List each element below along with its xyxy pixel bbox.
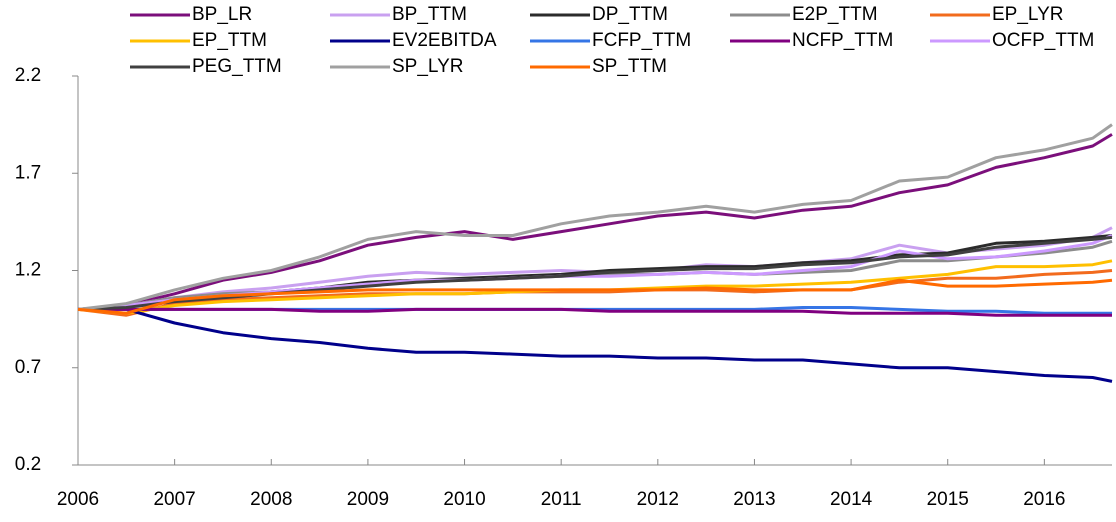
x-tick-label: 2006: [57, 489, 99, 510]
series-line: [77, 123, 1113, 311]
y-tick-label: 1.2: [15, 260, 41, 281]
legend-label: FCFP_TTM: [592, 30, 691, 51]
legend-label: PEG_TTM: [192, 56, 282, 77]
legend-label: NCFP_TTM: [792, 30, 893, 51]
legend-label: SP_TTM: [592, 56, 667, 77]
series-line: [77, 133, 1113, 311]
x-tick-label: 2008: [250, 489, 292, 510]
x-tick-label: 2015: [927, 489, 969, 510]
legend-label: EV2EBITDA: [392, 30, 497, 51]
series-line: [78, 307, 1113, 383]
legend-label: DP_TTM: [592, 4, 668, 25]
y-tick-label: 0.2: [15, 454, 41, 475]
x-tick-label: 2014: [830, 489, 873, 510]
legend-label: EP_LYR: [992, 4, 1063, 25]
x-tick-label: 2007: [153, 489, 195, 510]
legend-label: EP_TTM: [192, 30, 267, 51]
legend-label: BP_LR: [192, 4, 252, 25]
legend-label: SP_LYR: [392, 56, 463, 77]
series-line: [78, 307, 1112, 317]
x-tick-label: 2011: [541, 489, 582, 510]
series-line: [77, 278, 1113, 315]
x-tick-label: 2012: [637, 489, 679, 510]
x-tick-label: 2016: [1023, 489, 1065, 510]
y-tick-label: 1.7: [15, 162, 41, 183]
series-line: [77, 269, 1113, 317]
y-tick-label: 0.7: [15, 357, 41, 378]
legend-label: E2P_TTM: [792, 4, 878, 25]
legend-label: BP_TTM: [392, 4, 467, 25]
x-tick-label: 2009: [347, 489, 389, 510]
x-tick-label: 2010: [443, 489, 485, 510]
legend-label: OCFP_TTM: [992, 30, 1094, 51]
x-tick-label: 2013: [733, 489, 775, 510]
y-tick-label: 2.2: [15, 65, 41, 86]
